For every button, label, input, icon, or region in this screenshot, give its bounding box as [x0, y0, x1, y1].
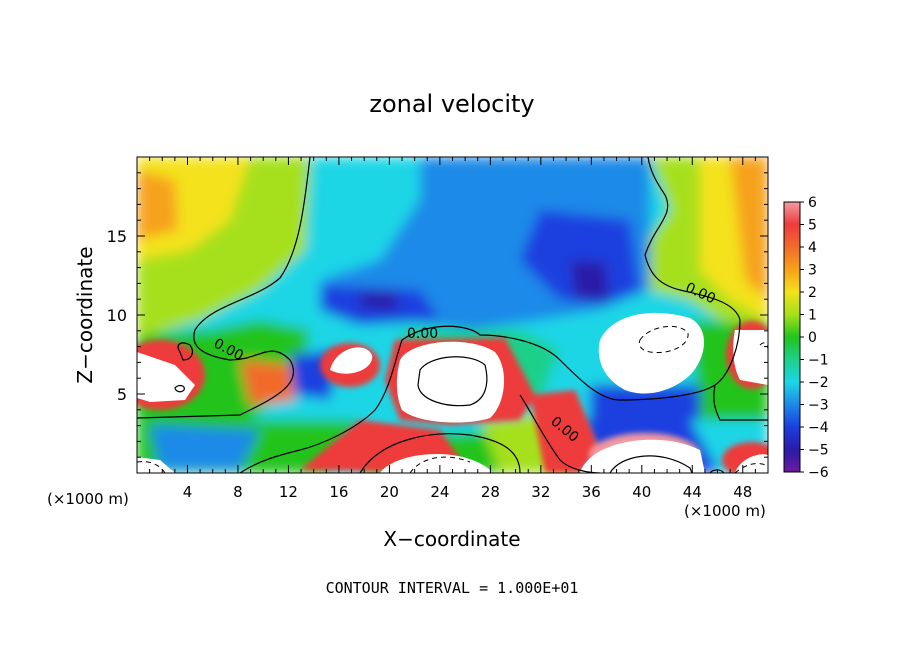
x-axis: 4 8 12 16 20 24 28 32 36 40 44 48	[149, 157, 756, 501]
colorbar-tick-label: 5	[808, 218, 817, 234]
contour-interval-footer: CONTOUR INTERVAL = 1.000E+01	[326, 579, 579, 597]
x-axis-label: X−coordinate	[383, 527, 520, 551]
colorbar-tick-label: 3	[808, 263, 817, 279]
x-tick-label: 12	[279, 483, 298, 501]
x-tick-label: 28	[481, 483, 500, 501]
contour-label-2: 0.00	[407, 326, 438, 342]
x-unit-right: (×1000 m)	[684, 502, 766, 520]
colorbar-tick-label: 1	[808, 308, 817, 324]
colorbar-tick-label: 2	[808, 285, 817, 301]
x-tick-label: 48	[733, 483, 752, 501]
y-tick-label: 15	[107, 227, 127, 246]
colorbar-tick-label: 4	[808, 240, 817, 256]
colorbar-tick-label: −3	[808, 398, 829, 414]
colorbar-tick-label: −5	[808, 443, 829, 459]
x-tick-label: 24	[430, 483, 449, 501]
x-tick-label: 32	[531, 483, 550, 501]
y-axis-label: Z−coordinate	[73, 246, 97, 383]
colorbar-gradient	[783, 201, 801, 473]
colorbar-tick-label: 6	[808, 195, 817, 211]
y-tick-label: 10	[107, 306, 127, 325]
x-tick-label: 20	[380, 483, 399, 501]
saturated-region-left	[137, 352, 195, 402]
saturated-region-center	[396, 341, 505, 423]
colorbar-tick-label: −1	[808, 353, 829, 369]
x-tick-label: 36	[582, 483, 601, 501]
contour-lines	[137, 157, 768, 473]
colorbar-tick-label: −4	[808, 420, 829, 436]
heatmap-field	[137, 157, 768, 473]
colorbar: 6 5 4 3 2 1 0 −1 −2 −3 −4 −5 −6	[783, 195, 829, 481]
colorbar-tick-label: −6	[808, 465, 829, 481]
x-tick-label: 16	[329, 483, 348, 501]
x-tick-label: 8	[233, 483, 243, 501]
x-unit-left: (×1000 m)	[47, 490, 129, 508]
x-tick-label: 44	[683, 483, 702, 501]
chart-title: zonal velocity	[369, 90, 534, 118]
saturated-region-center-left	[330, 347, 373, 374]
y-axis: 5 10 15	[107, 172, 768, 458]
x-tick-label: 4	[183, 483, 193, 501]
colorbar-tick-label: 0	[808, 330, 817, 346]
saturated-region-right	[598, 312, 704, 394]
colorbar-tick-label: −2	[808, 375, 829, 391]
y-tick-label: 5	[117, 385, 127, 404]
x-tick-label: 40	[632, 483, 651, 501]
